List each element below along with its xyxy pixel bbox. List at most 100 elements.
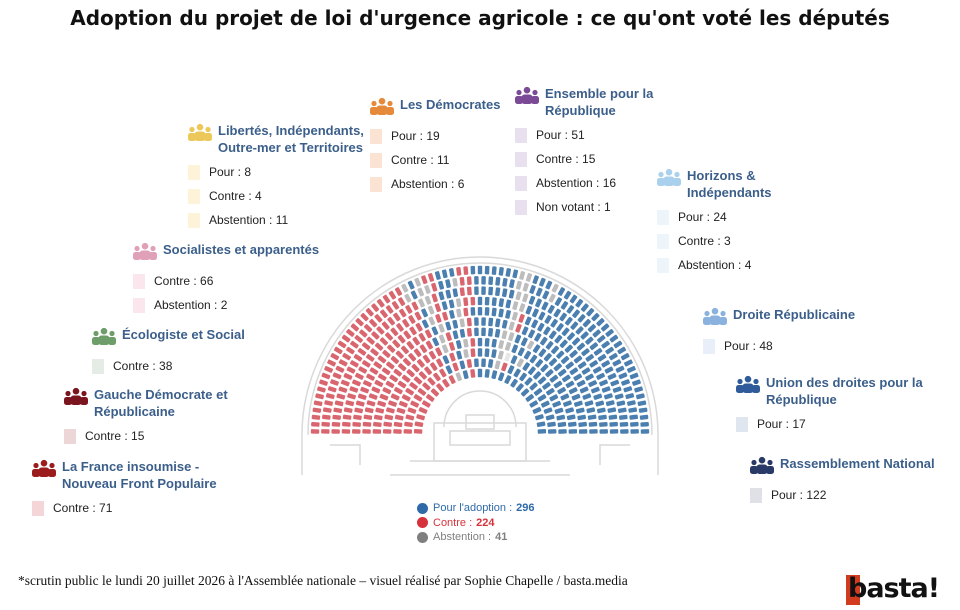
seat-pour [566,414,576,421]
seat-pour [498,308,504,318]
seat-pour [537,394,547,402]
seat-contre [322,407,332,413]
people-icon [188,123,212,141]
seat-pour [470,265,476,275]
seat-contre [355,400,365,407]
seat-pour [553,308,561,318]
seat-pour [613,340,623,349]
stat-swatch [515,151,527,167]
group-name: Union des droites pour la République [766,375,923,407]
seat-contre [408,353,417,362]
seat-contre [334,400,344,407]
seat-contre [518,313,525,323]
seat-pour [534,414,544,421]
people-icon [188,123,212,146]
seat-contre [442,311,449,321]
seat-contre [333,346,343,355]
seat-pour [565,380,575,389]
seat-contre [396,323,404,332]
group-name: La France insoumise - Nouveau Front Popu… [62,459,217,491]
people-icon [515,86,539,109]
seat-contre [405,387,415,396]
group-rn: Rassemblement National Pour : 122 [750,455,950,503]
seat-abstention [494,360,501,370]
seat-contre [433,372,441,382]
seat-pour [441,269,448,279]
seat-pour [449,310,455,319]
stat-swatch [750,487,762,503]
people-icon [32,459,56,482]
seat-pour [626,400,636,406]
seat-pour [607,407,617,413]
seat-pour [554,334,563,344]
seat-pour [607,373,617,380]
seat-contre [385,380,395,389]
seat-abstention [424,285,431,294]
seat-pour [550,318,558,328]
seat-contre [405,304,413,314]
seat-contre [456,267,462,276]
stat-label: Pour : 8 [209,165,252,179]
seat-pour [589,429,598,434]
seat-pour [620,429,629,434]
seat-contre [361,360,371,368]
seat-contre [413,429,423,434]
seat-pour [573,355,583,364]
seat-pour [488,328,494,337]
seat-contre [409,382,418,390]
seat-pour [505,310,511,319]
seat-pour [582,393,592,400]
seat-pour [600,323,610,332]
stat-label: Non votant : 1 [536,200,611,214]
seat-contre [386,407,395,414]
seat-pour [491,349,497,358]
seat-contre [412,336,420,346]
seat-contre [376,326,385,335]
seat-pour [634,386,643,393]
group-header: Libertés, Indépendants, Outre-mer et Ter… [188,122,373,156]
seat-contre [390,327,399,336]
seat-contre [331,429,340,434]
people-icon [92,327,116,350]
stat-label: Contre : 15 [536,152,596,166]
stat-swatch [188,212,200,228]
seat-contre [424,329,432,339]
seat-pour [628,407,638,413]
seat-pour [557,287,566,296]
seat-pour [564,344,573,353]
seat-contre [452,362,459,372]
group-name: Socialistes et apparentés [163,242,320,257]
stat-swatch [133,297,145,313]
seat-abstention [526,340,535,350]
seat-contre [364,407,374,414]
seat-pour [522,362,531,371]
seat-pour [531,319,539,329]
seat-pour [626,366,636,373]
seat-contre [360,386,370,394]
seat-pour [477,337,483,347]
seat-pour [474,286,479,295]
stat-swatch [92,358,104,374]
stat-label: Contre : 15 [85,429,145,443]
seat-pour [488,286,494,296]
seat-contre [321,429,330,434]
seat-abstention [508,332,515,342]
seat-abstention [424,295,432,305]
seat-pour [488,317,494,327]
group-header: Ensemble pour la République [515,85,665,119]
seat-pour [477,348,483,357]
seat-pour [598,414,607,421]
seat-contre [332,414,342,420]
seat-pour [519,372,527,382]
stat-label: Abstention : 4 [678,258,752,272]
people-icon [64,387,88,405]
seat-contre [377,355,387,364]
seat-contre [368,393,378,400]
seat-pour [410,290,418,300]
seat-pour [590,386,600,394]
seat-pour [568,429,578,434]
stat-label: Pour : 51 [536,128,585,142]
seat-contre [382,429,392,434]
group-stat: Abstention : 4 [657,257,787,273]
seat-pour [470,307,476,316]
